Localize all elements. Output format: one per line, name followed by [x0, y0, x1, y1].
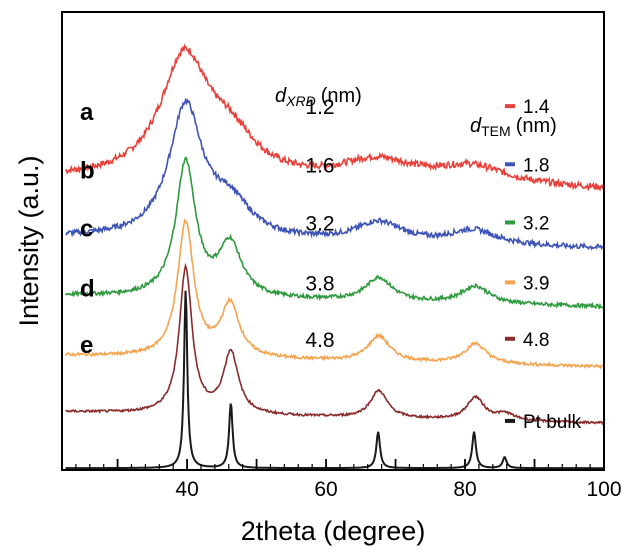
dxrd-value-e: 4.8	[305, 329, 334, 352]
dxrd-header-symbol: d	[275, 85, 287, 107]
dxrd-value-a: 1.2	[305, 96, 334, 119]
series-line-a	[65, 43, 605, 192]
series-line-pt-bulk	[65, 290, 604, 470]
series-letter-c: c	[80, 215, 93, 242]
dtem-header-subscript: TEM	[481, 123, 511, 139]
dtem-value-c: 3.2	[523, 213, 549, 234]
x-tick-label-100: 100	[586, 478, 621, 501]
series-letter-a: a	[80, 99, 94, 126]
dxrd-header-unit: (nm)	[321, 85, 362, 107]
series-line-e	[65, 262, 604, 426]
series-letter-e: e	[80, 332, 93, 359]
x-axis-ticks	[75, 459, 605, 470]
series-letter-d: d	[80, 275, 95, 302]
curve-group	[64, 43, 605, 470]
dtem-header: dTEM (nm)	[470, 115, 557, 139]
series-letter-b: b	[80, 157, 95, 184]
dtem-value-b: 1.8	[523, 155, 549, 176]
series-line-b	[65, 97, 604, 251]
dtem-value-pt-bulk: Pt bulk	[523, 412, 582, 433]
dtem-value-a: 1.4	[523, 97, 550, 118]
dtem-value-e: 4.8	[523, 330, 549, 351]
dxrd-value-c: 3.2	[305, 212, 334, 235]
dxrd-value-b: 1.6	[305, 154, 334, 177]
y-axis-label: Intensity (a.u.)	[14, 155, 44, 326]
dxrd-header-subscript: XRD	[285, 93, 316, 109]
x-tick-label-80: 80	[453, 478, 476, 501]
dtem-header-unit: (nm)	[516, 115, 557, 137]
dtem-value-d: 3.9	[523, 273, 549, 294]
x-axis-tick-labels: 40 60 80 100	[175, 478, 621, 501]
plot-frame	[61, 11, 605, 471]
series-line-d	[64, 218, 604, 370]
dxrd-header: dXRD (nm)	[275, 85, 362, 109]
dxrd-value-d: 3.8	[305, 272, 334, 295]
legend-group: a 1.2 1.4 b 1.6 1.8 c 3.2 3.2 d 3.8 3.9 e 4.8 4.8 Pt bu…	[80, 96, 582, 433]
x-tick-label-40: 40	[175, 478, 198, 501]
series-line-c	[64, 156, 604, 311]
x-tick-label-60: 60	[314, 478, 337, 501]
dtem-header-symbol: d	[470, 115, 482, 137]
x-axis-label: 2theta (degree)	[241, 516, 426, 546]
